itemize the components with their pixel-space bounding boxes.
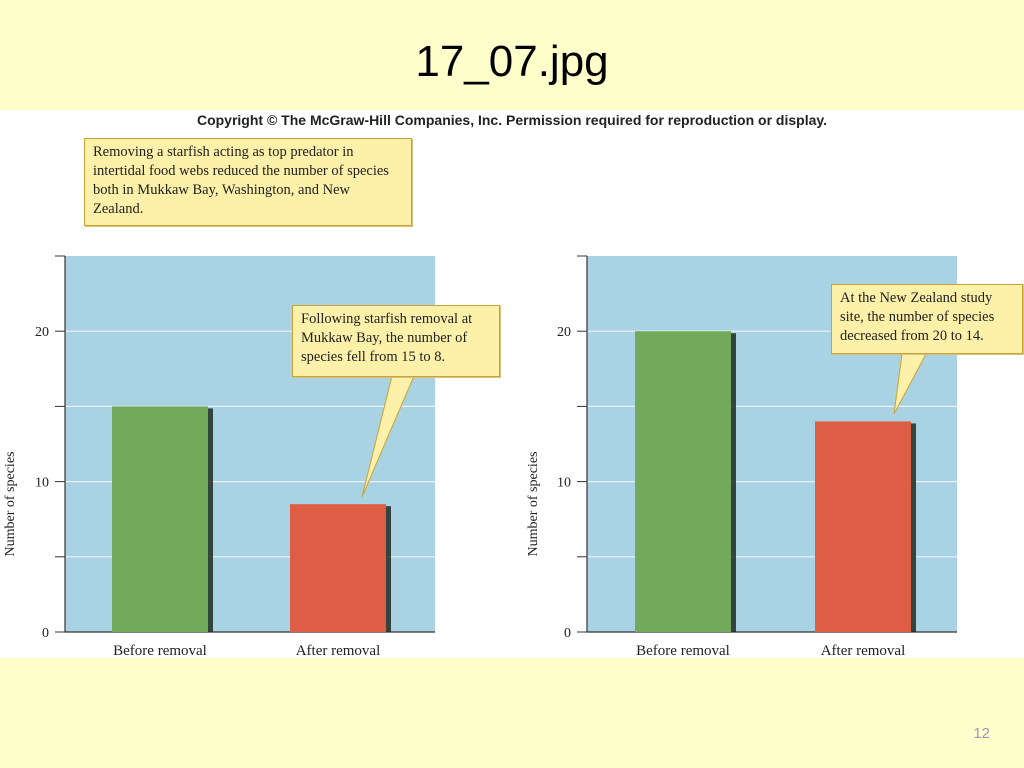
y-axis-label: Number of species — [3, 452, 18, 557]
y-tick-label: 10 — [35, 476, 49, 491]
y-tick-label: 0 — [564, 626, 571, 641]
bar-after-removal — [290, 504, 386, 632]
bar-before-removal — [635, 331, 731, 632]
bar-shadow — [910, 423, 916, 632]
y-tick-label: 0 — [42, 626, 49, 641]
x-tick-label: After removal — [821, 643, 906, 659]
bar-shadow — [730, 333, 736, 632]
bar-before-removal — [112, 406, 208, 632]
y-tick-label: 20 — [35, 325, 49, 340]
bar-shadow — [385, 506, 391, 632]
y-axis-label: Number of species — [526, 452, 541, 557]
slide-title: 17_07.jpg — [415, 37, 609, 86]
y-tick-label: 10 — [557, 476, 571, 491]
bar-after-removal — [815, 421, 911, 632]
intro-callout: Removing a starfish acting as top predat… — [84, 138, 412, 226]
x-tick-label: Before removal — [113, 643, 207, 659]
annotation-callout-mukkaw-bay: Following starfish removal at Mukkaw Bay… — [292, 305, 500, 377]
copyright-notice: Copyright © The McGraw-Hill Companies, I… — [196, 112, 828, 128]
page-number: 12 — [973, 725, 990, 742]
x-tick-label: Before removal — [636, 643, 730, 659]
y-tick-label: 20 — [557, 325, 571, 340]
x-tick-label: After removal — [296, 643, 381, 659]
bar-shadow — [207, 408, 213, 632]
callout-pointer — [893, 353, 927, 415]
annotation-callout-new-zealand: At the New Zealand study site, the numbe… — [831, 284, 1023, 354]
